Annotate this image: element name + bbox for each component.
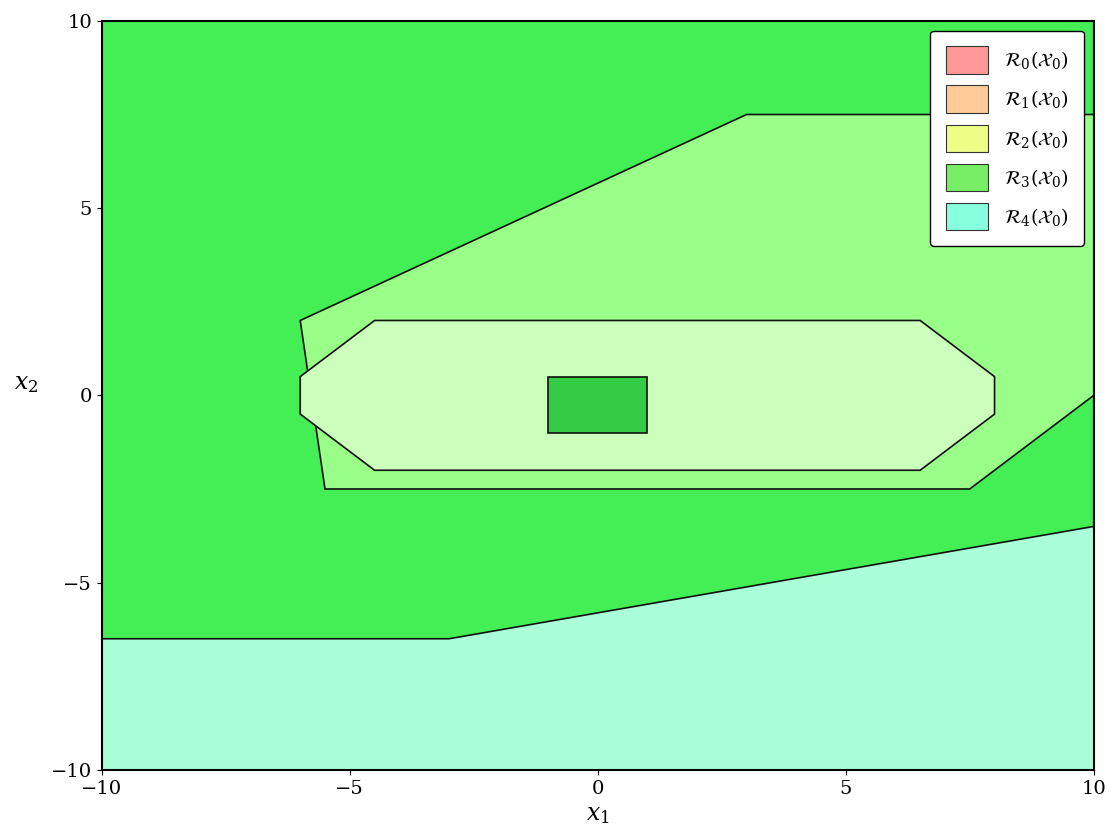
Polygon shape bbox=[300, 321, 995, 470]
X-axis label: $x_1$: $x_1$ bbox=[586, 803, 609, 826]
Polygon shape bbox=[102, 21, 1094, 638]
Polygon shape bbox=[102, 21, 1094, 769]
Polygon shape bbox=[548, 376, 647, 433]
Polygon shape bbox=[300, 114, 1094, 489]
Y-axis label: $x_2$: $x_2$ bbox=[13, 372, 38, 396]
Legend: $\mathcal{R}_0(\mathcal{X}_0)$, $\mathcal{R}_1(\mathcal{X}_0)$, $\mathcal{R}_2(\: $\mathcal{R}_0(\mathcal{X}_0)$, $\mathca… bbox=[930, 30, 1084, 246]
